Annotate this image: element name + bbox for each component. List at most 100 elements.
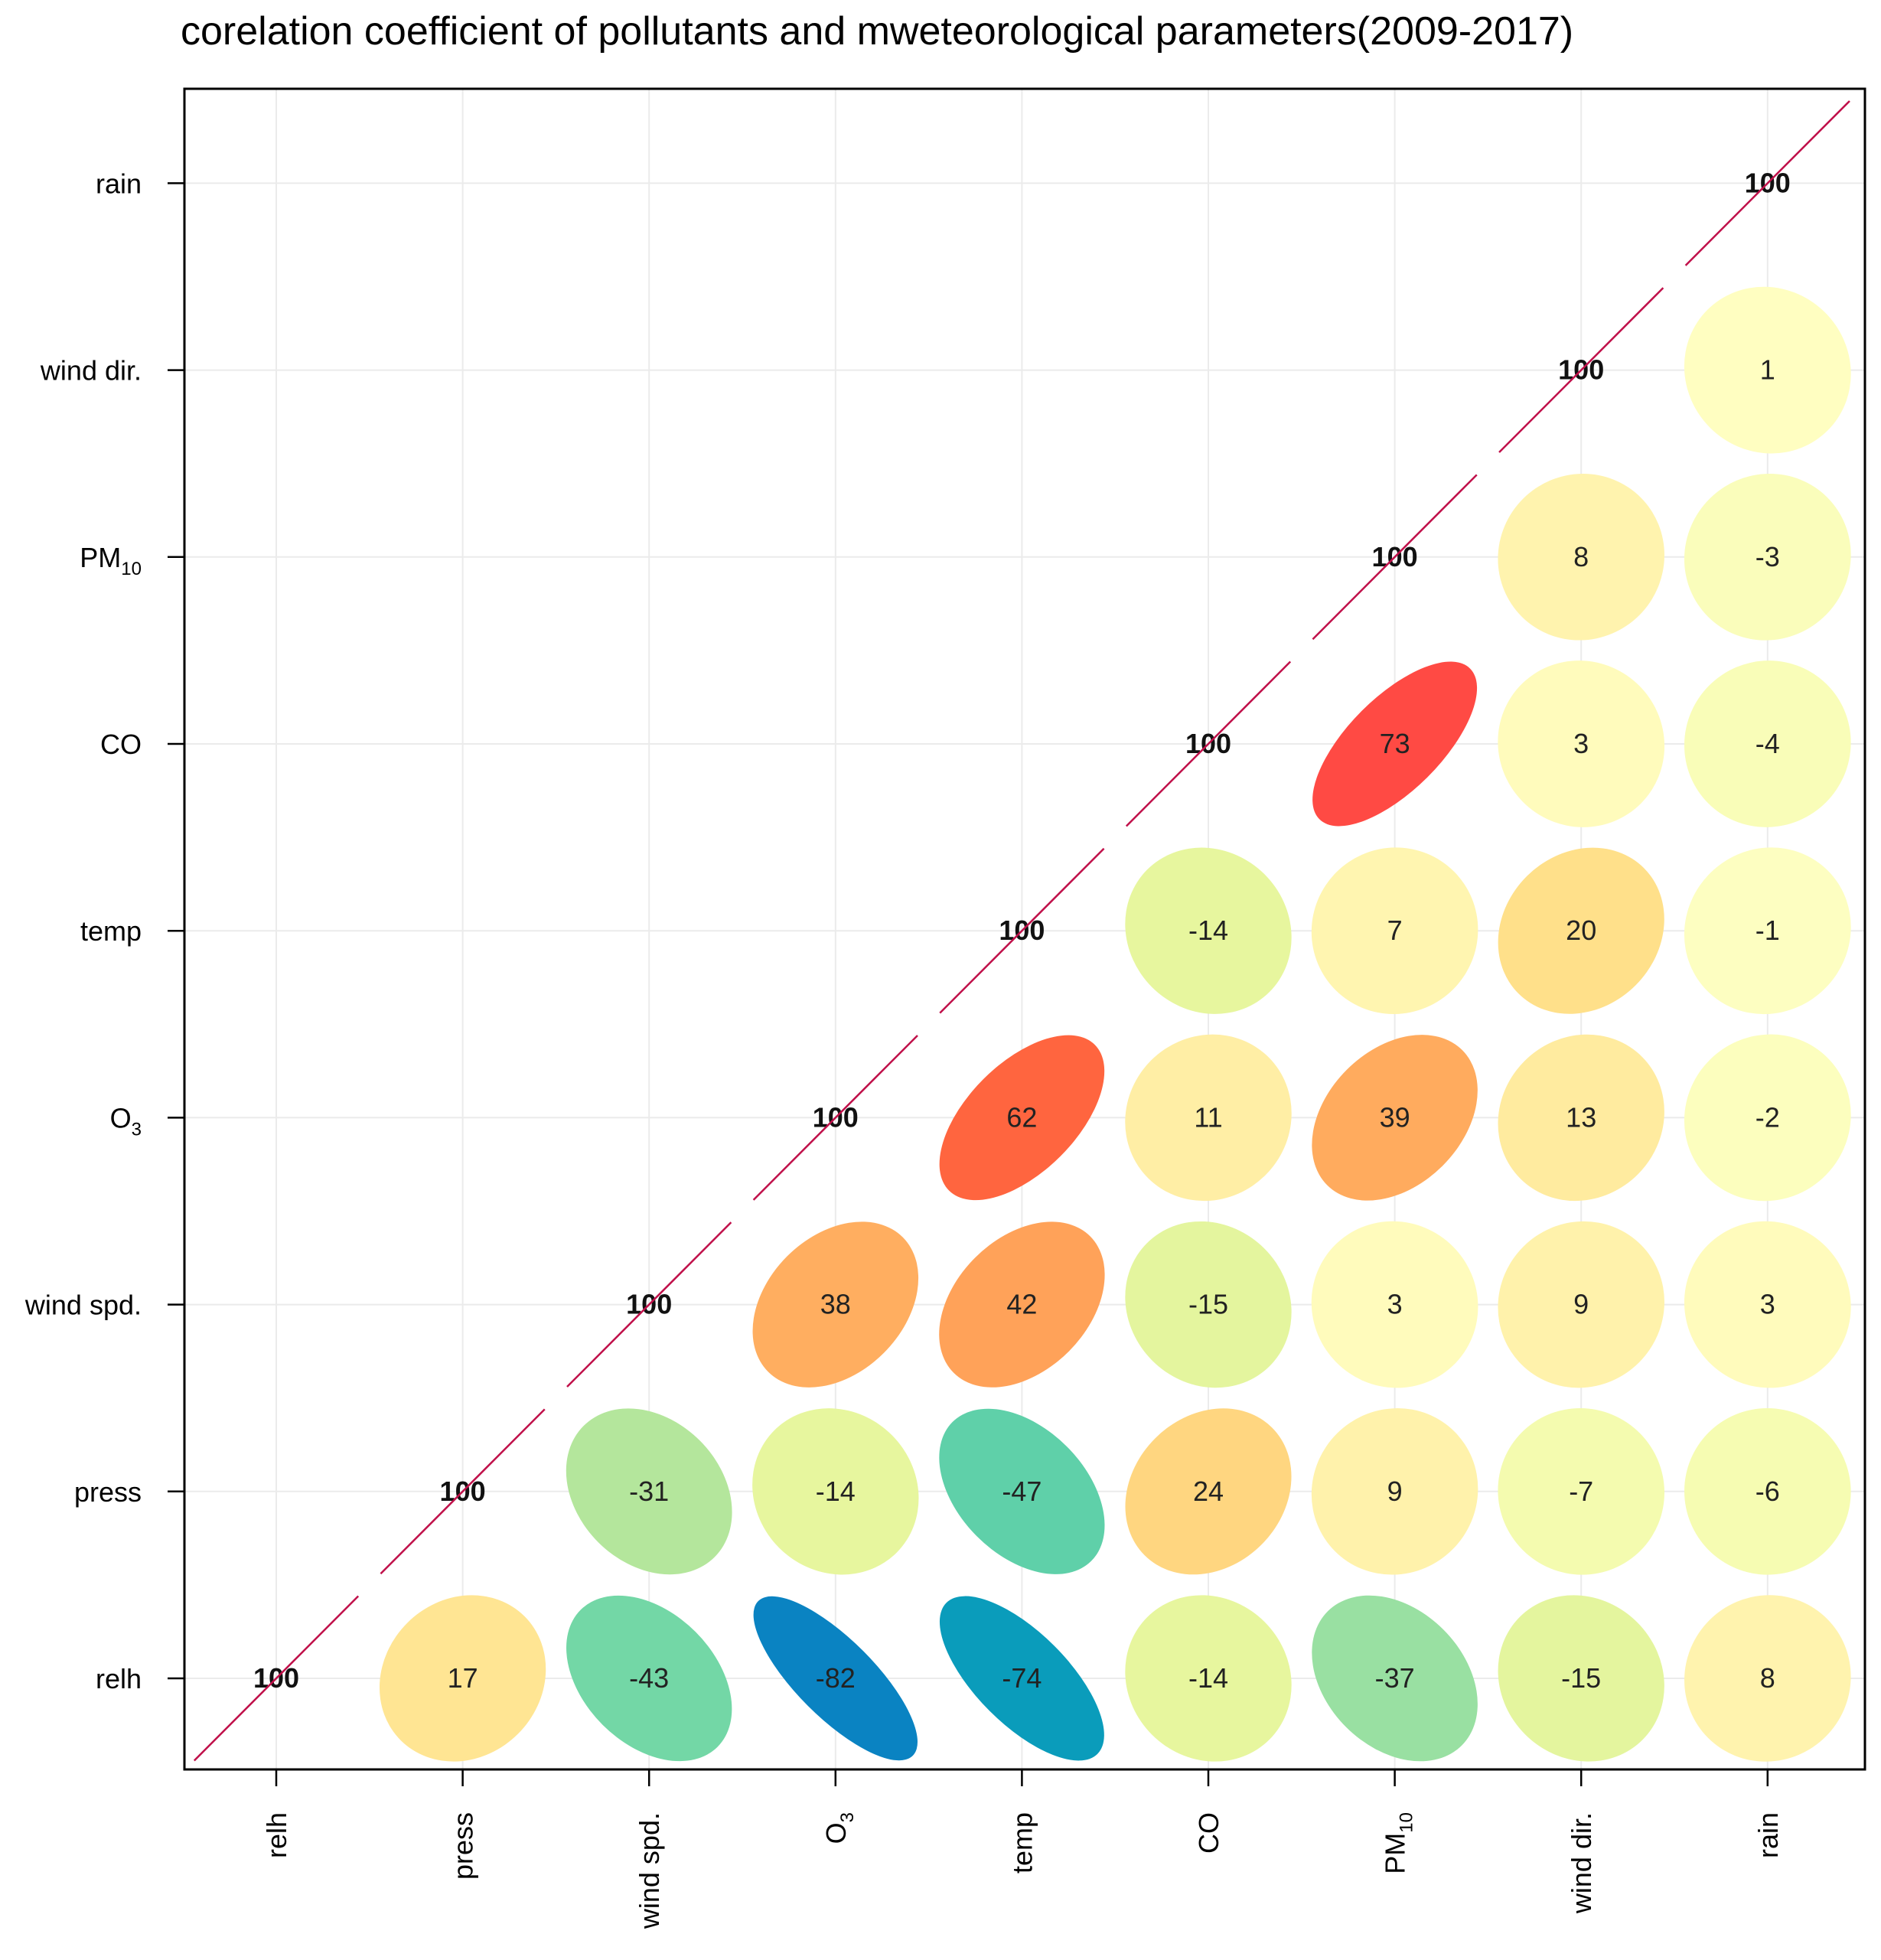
x-label-main: rain [1752,1812,1784,1858]
correlation-cell: -47 [939,1408,1105,1574]
cell-value-label: 1 [1760,354,1775,386]
correlation-cell: -15 [1125,1221,1292,1388]
y-label-main: O [110,1102,132,1133]
correlation-ellipse [939,1596,1104,1761]
correlation-cell: 8 [1684,1595,1851,1762]
correlation-cell: -82 [753,1596,918,1761]
correlation-ellipse [1684,1221,1851,1388]
correlation-ellipse [1684,660,1851,827]
cell-value-label: -6 [1755,1476,1780,1507]
correlation-ellipse [1498,660,1665,827]
cell-value-label: 13 [1566,1101,1596,1133]
correlation-cell: -7 [1498,1408,1664,1575]
cell-value-label: -43 [629,1662,669,1694]
cell-value-label: -14 [1188,915,1228,946]
cell-value-label: 8 [1573,541,1589,572]
cell-value-label: -31 [629,1476,669,1507]
correlation-ellipse [1684,847,1851,1015]
correlation-cell: 42 [939,1221,1105,1388]
x-label-co: CO [1193,1812,1224,1854]
chart-title: corelation coefficient of pollutants and… [181,9,1573,54]
cell-value-label: 62 [1006,1101,1037,1133]
y-label-main: CO [100,729,142,760]
x-label-main: CO [1193,1812,1224,1854]
correlation-cell: -14 [752,1408,919,1575]
diagonal-segment [1498,287,1664,453]
correlation-ellipse [1684,473,1851,641]
correlation-ellipse [1498,1408,1664,1575]
y-label-wind-spd: wind spd. [24,1290,142,1321]
cell-value-label: -3 [1755,541,1780,572]
cell-value-label: 9 [1573,1289,1589,1320]
correlation-cell: -14 [1125,847,1292,1014]
x-label-pm10: PM10 [1380,1812,1417,1874]
cell-value-label: 42 [1006,1289,1037,1320]
correlation-ellipse [1312,1595,1478,1762]
correlation-ellipse [1684,286,1851,454]
cell-value-label: 7 [1387,915,1403,946]
cell-value-label: -47 [1002,1476,1042,1507]
correlation-cell: 20 [1498,847,1664,1014]
x-label-o3: O3 [820,1812,858,1844]
correlation-cell: 17 [379,1595,546,1762]
correlation-ellipse [1312,661,1478,827]
cell-value-label: 3 [1573,728,1589,759]
correlation-ellipse [939,1408,1105,1574]
x-label-wind-dir: wind dir. [1566,1812,1597,1914]
x-label-subscript: 10 [1397,1812,1417,1833]
correlation-ellipse [939,1221,1105,1388]
correlation-ellipse [379,1595,546,1762]
correlation-cell: 3 [1311,1221,1478,1388]
correlation-cell: 8 [1498,474,1664,641]
correlation-cell: -15 [1498,1595,1664,1762]
y-label-relh: relh [96,1663,142,1694]
x-label-main: wind spd. [634,1812,665,1929]
cell-value-label: 38 [820,1289,851,1320]
correlation-cell: -3 [1684,473,1851,641]
diagonal-segment [752,1035,918,1201]
diagonal-segment [1312,474,1478,641]
cell-value-label: -4 [1755,728,1780,759]
diagonal-segment [566,1221,732,1388]
diagonal-segment [939,847,1105,1014]
x-label-relh: relh [261,1812,292,1858]
cell-value-label: -82 [816,1662,856,1694]
correlation-ellipse [1498,847,1664,1014]
y-label-main: temp [80,915,142,947]
correlation-cell: -14 [1125,1595,1292,1762]
x-label-subscript: 3 [837,1812,858,1822]
x-label-wind-spd: wind spd. [634,1812,665,1929]
y-label-main: wind dir. [40,355,142,386]
diagonal-segment [1684,100,1850,266]
x-label-main: relh [261,1812,292,1858]
y-label-wind-dir: wind dir. [40,355,142,386]
correlation-cell: -6 [1684,1408,1851,1575]
cell-value-label: 3 [1387,1289,1403,1320]
cell-value-label: -74 [1002,1662,1042,1694]
cell-value-label: -15 [1561,1662,1601,1694]
y-label-rain: rain [96,168,142,199]
correlation-ellipse [1498,1221,1664,1388]
cell-value-label: 9 [1387,1476,1403,1507]
y-label-main: press [74,1476,142,1508]
correlation-ellipse [566,1595,732,1762]
correlation-ellipse [1125,1034,1292,1202]
y-label-subscript: 10 [121,559,142,579]
correlation-cell: -4 [1684,660,1851,827]
correlation-cell: -2 [1684,1034,1851,1202]
cell-value-label: -7 [1569,1476,1593,1507]
correlation-cell: -31 [566,1408,732,1575]
y-label-press: press [74,1476,142,1508]
correlation-cell: 62 [939,1035,1105,1201]
y-label-o3: O3 [110,1102,142,1140]
cell-value-label: -14 [816,1476,856,1507]
correlation-ellipse [1498,1595,1664,1762]
correlation-cell: 7 [1311,847,1478,1014]
cell-value-label: 73 [1380,728,1410,759]
x-label-temp: temp [1006,1812,1038,1874]
correlation-ellipse [1311,1221,1478,1388]
cell-value-label: 17 [448,1662,478,1694]
x-label-main: wind dir. [1566,1812,1597,1914]
y-label-co: CO [100,729,142,760]
